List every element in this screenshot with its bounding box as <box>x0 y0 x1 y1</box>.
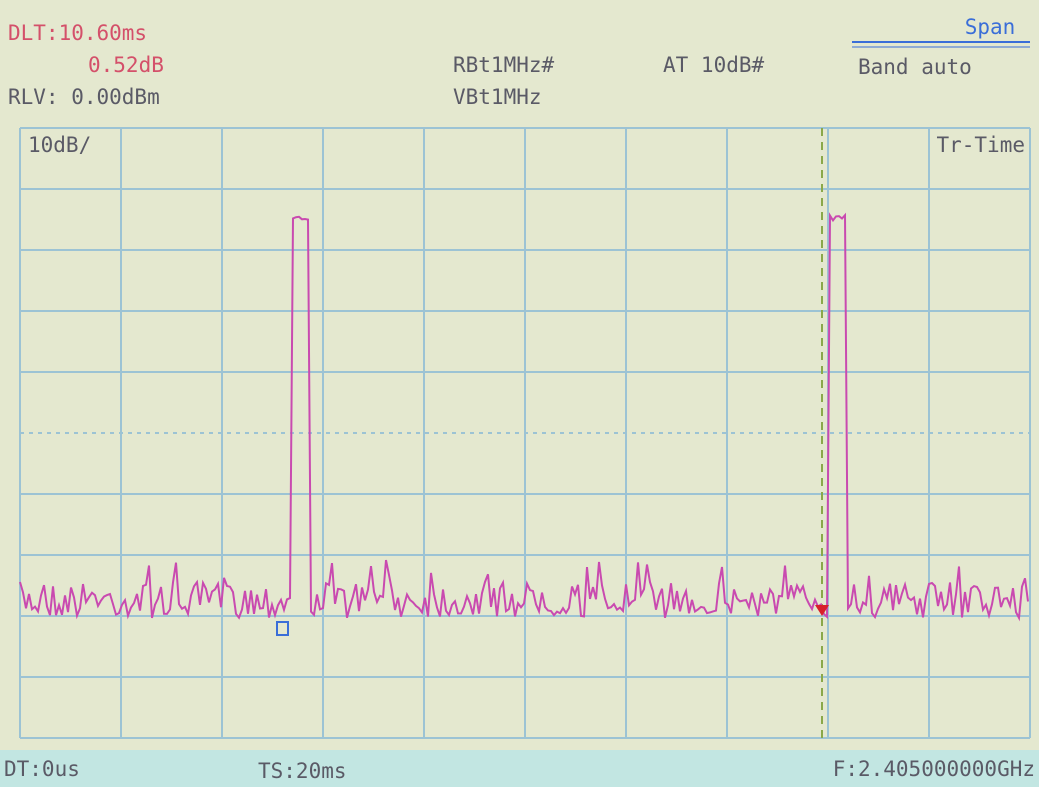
menu-title[interactable]: Span <box>965 15 1016 39</box>
rbw: RBt1MHz# <box>453 53 555 77</box>
delta-time: DLT:10.60ms <box>8 21 147 45</box>
delay: DT:0us <box>4 757 80 781</box>
analyzer-screen: DLT:10.60ms 0.52dB RLV: 0.00dBm RBt1MHz#… <box>0 0 1039 787</box>
trace-mode: Tr-Time <box>936 133 1025 157</box>
menu-item[interactable]: Band auto <box>858 55 972 79</box>
attenuation: AT 10dB# <box>663 53 765 77</box>
screen-background <box>0 0 1039 787</box>
center-frequency: F:2.405000000GHz <box>833 757 1035 781</box>
delta-level: 0.52dB <box>88 53 164 77</box>
vbw: VBt1MHz <box>453 85 542 109</box>
ref-level: RLV: 0.00dBm <box>8 85 160 109</box>
scale: 10dB/ <box>28 133 91 157</box>
sweep-time: TS:20ms <box>258 759 347 783</box>
